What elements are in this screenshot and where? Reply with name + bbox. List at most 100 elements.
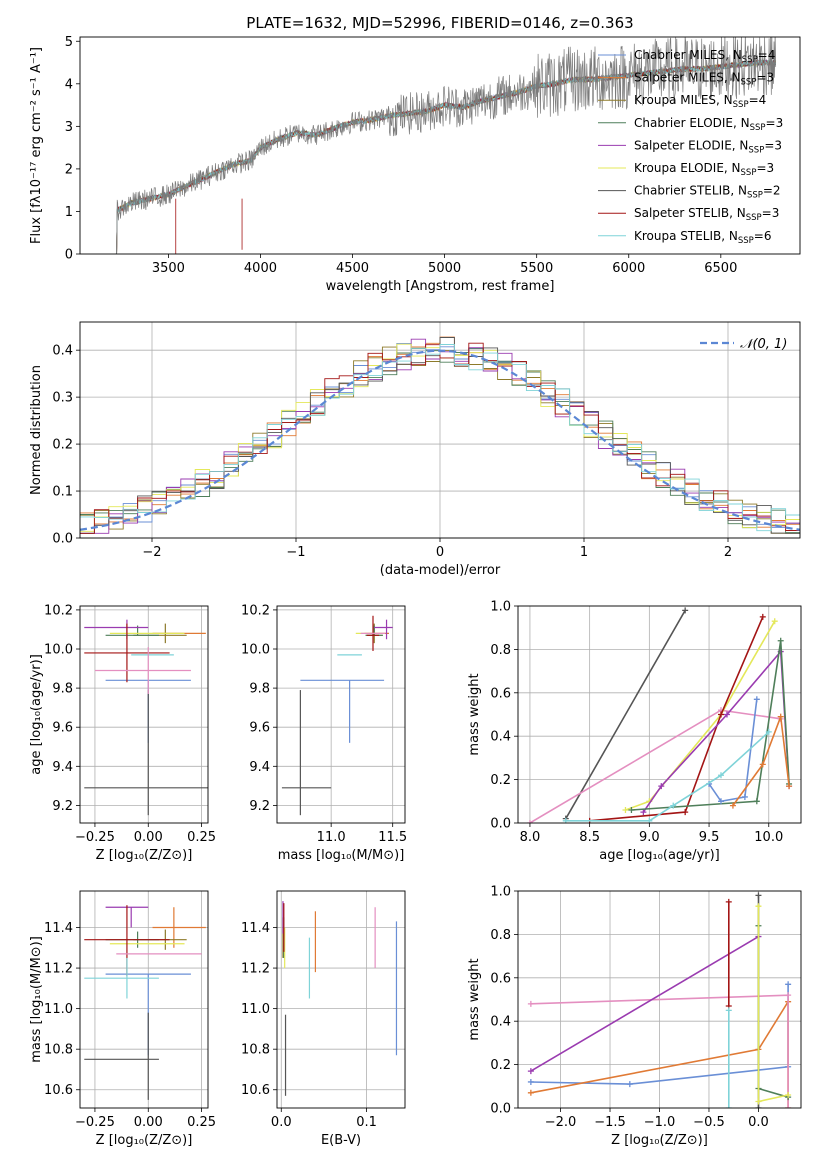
chart-mass_vs_ebv: 0.0 0.1 10.6 10.8 11.0 11.2 11.4 E(B-V)	[241, 890, 406, 1148]
axes-frame	[276, 605, 406, 824]
weight-marker	[682, 809, 689, 816]
legend-entry: Salpeter MILES, NSSP=3	[634, 71, 774, 88]
x-tick-label: 9.0	[639, 830, 660, 845]
legend-count: =3	[766, 116, 784, 130]
legend-subscript: SSP	[746, 213, 762, 223]
x-axis-label: E(B-V)	[321, 1133, 361, 1148]
x-tick-label: 0.0	[748, 1115, 769, 1130]
weight-marker	[717, 772, 724, 779]
y-tick-label: 0.2	[52, 438, 73, 453]
x-tick-label: 0.00	[134, 1115, 163, 1130]
x-axis-label: mass [log₁₀(M/M⊙)]	[278, 848, 405, 863]
plot-area	[84, 905, 206, 1100]
x-tick-label: 1	[580, 545, 588, 560]
model-line	[115, 59, 777, 254]
y-tick-label: 9.6	[249, 721, 270, 736]
weight-line	[757, 925, 789, 1098]
chart-age_vs_mass: 11.0 11.5 9.2 9.4 9.6 9.8 10.0 10.2 mass [log₁₀(…	[241, 603, 407, 863]
weight-marker	[777, 637, 784, 644]
y-tick-label: 10.6	[44, 1083, 73, 1098]
x-tick-label: 0.1	[356, 1115, 377, 1130]
x-tick-label: −1.0	[644, 1115, 676, 1130]
plot-area	[527, 892, 792, 1108]
weight-marker	[755, 892, 762, 899]
x-axis-label: Z [log₁₀(Z/Z⊙)]	[96, 848, 193, 863]
x-axis-label: (data-model)/error	[380, 563, 501, 578]
legend-entry: Chabrier STELIB, NSSP=2	[634, 184, 781, 201]
y-tick-label: 2	[65, 162, 73, 177]
y-axis-label: Normed distribution	[29, 365, 44, 495]
weight-marker	[759, 613, 766, 620]
y-tick-label: 4	[65, 77, 73, 92]
x-axis-label: Z [log₁₀(Z/Z⊙)]	[611, 1133, 708, 1148]
x-tick-label: 0.25	[187, 830, 216, 845]
weight-marker	[777, 713, 784, 720]
y-tick-label: 10.2	[44, 603, 73, 618]
weight-marker	[622, 806, 629, 813]
axes-frame	[79, 321, 801, 539]
y-tick-label: 0.2	[490, 773, 511, 788]
weight-marker	[527, 1000, 534, 1007]
x-tick-label: −0.25	[75, 830, 115, 845]
weight-marker	[527, 1078, 534, 1085]
y-tick-label: 10.0	[44, 643, 73, 658]
weight-marker	[786, 783, 793, 790]
axes-frame	[517, 605, 802, 824]
model-line	[115, 58, 776, 254]
y-tick-label: 0.0	[490, 1102, 511, 1117]
chart-spectrum: 3500 4000 4500 5000 5500 6000 6500 0 1 2 3 4 5 wavele…	[29, 35, 801, 294]
weight-marker	[753, 696, 760, 703]
y-tick-label: 3	[65, 120, 73, 135]
legend-count: =3	[756, 71, 774, 85]
weight-marker	[785, 1091, 792, 1098]
observed-spectrum	[115, 37, 777, 254]
weight-line	[625, 620, 776, 811]
y-tick-label: 0.4	[490, 730, 511, 745]
y-tick-label: 11.2	[241, 962, 270, 977]
model-line	[115, 58, 776, 254]
legend-subscript: SSP	[748, 145, 764, 155]
x-tick-label: 8.0	[520, 830, 541, 845]
y-tick-label: 9.6	[52, 721, 73, 736]
y-tick-label: 11.4	[241, 921, 270, 936]
legend-count: =3	[764, 138, 782, 152]
y-tick-label: 0.8	[490, 928, 511, 943]
legend-count: =3	[762, 206, 780, 220]
weight-line	[631, 640, 790, 811]
y-tick-label: 11.0	[241, 1002, 270, 1017]
weight-marker	[741, 793, 748, 800]
legend-subscript: SSP	[733, 100, 749, 110]
y-tick-label: 10.2	[241, 603, 270, 618]
legend-count: =2	[763, 184, 781, 198]
x-tick-label: 5000	[428, 261, 461, 276]
legend-subscript: SSP	[742, 55, 758, 65]
weight-marker	[755, 1105, 762, 1108]
y-tick-label: 5	[65, 35, 73, 50]
legend-entry: Salpeter ELODIE, NSSP=3	[634, 138, 782, 155]
legend-entry: Kroupa MILES, NSSP=4	[634, 93, 766, 110]
legend: Chabrier MILES, NSSP=4 Salpeter MILES, NS…	[598, 48, 783, 246]
y-tick-label: 0.8	[490, 643, 511, 658]
chart-residuals: −2 −1 0 1 2 0.0 0.1 0.2 0.3 0.4 (data-model)/error…	[29, 321, 801, 578]
y-tick-label: 0.0	[490, 817, 511, 832]
x-tick-label: 2	[724, 545, 732, 560]
weight-marker	[658, 783, 665, 790]
x-tick-label: 3500	[152, 261, 185, 276]
y-axis-label: mass weight	[467, 958, 482, 1040]
x-tick-label: 6000	[612, 261, 645, 276]
x-tick-label: 4500	[336, 261, 369, 276]
y-tick-label: 1.0	[490, 600, 511, 615]
x-tick-label: 0	[436, 545, 444, 560]
legend-subscript: SSP	[750, 123, 766, 133]
x-tick-label: 10.0	[754, 830, 783, 845]
weight-line	[530, 935, 759, 1072]
weight-line	[565, 609, 686, 820]
axes-frame	[276, 890, 406, 1109]
y-tick-label: 11.2	[44, 962, 73, 977]
y-tick-label: 0.3	[52, 391, 73, 406]
x-axis-label: Z [log₁₀(Z/Z⊙)]	[96, 1133, 193, 1148]
weight-marker	[723, 711, 730, 718]
axes-frame	[79, 605, 209, 824]
legend-entry: Chabrier ELODIE, NSSP=3	[634, 116, 783, 133]
